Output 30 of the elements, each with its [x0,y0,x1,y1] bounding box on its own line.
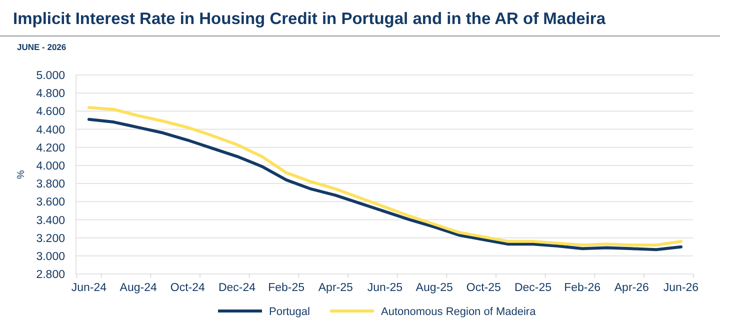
y-tick-label: 3.400 [36,214,65,227]
y-tick-label: 3.000 [36,250,65,263]
legend-label: Autonomous Region of Madeira [381,306,537,318]
chart-subtitle: JUNE - 2026 [17,42,66,52]
x-tick-label: Oct-25 [466,282,501,294]
y-tick-label: 4.200 [36,142,65,154]
y-tick-label: 3.200 [36,232,65,245]
y-tick-label: 5.000 [36,70,65,82]
y-axis-title: % [16,170,27,179]
y-tick-label: 3.800 [36,178,65,191]
y-tick-label: 4.400 [36,124,65,136]
y-tick-label: 4.600 [36,106,65,118]
x-tick-label: Dec-25 [514,282,552,294]
x-tick-label: Aug-25 [416,282,453,294]
x-tick-label: Apr-25 [318,282,353,294]
y-tick-label: 3.600 [36,196,65,209]
x-tick-label: Feb-25 [268,282,305,294]
x-tick-label: Dec-24 [218,282,256,294]
x-tick-label: Jun-24 [71,282,108,294]
chart-title: Implicit Interest Rate in Housing Credit in Portugal and in the AR of Madeira [13,10,606,28]
x-tick-label: Oct-24 [170,282,206,294]
y-tick-label: 4.000 [36,160,65,172]
x-tick-label: Apr-26 [614,282,649,294]
x-tick-label: Aug-24 [120,282,158,294]
x-tick-label: Feb-26 [564,282,601,294]
x-tick-label: Jun-25 [367,282,403,294]
y-tick-label: 4.800 [36,88,65,100]
y-tick-label: 2.800 [36,269,65,282]
legend-label: Portugal [269,306,310,318]
x-tick-label: Jun-26 [663,282,699,294]
